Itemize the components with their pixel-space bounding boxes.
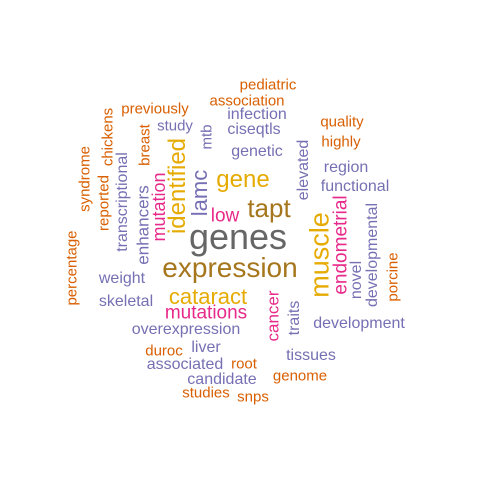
word-development: development [313,315,405,332]
word-region: region [323,159,369,176]
word-study: study [157,117,193,135]
word-infection: infection [227,106,287,123]
word-traits: traits [286,300,303,336]
word-expression: expression [162,252,298,283]
word-enhancers: enhancers [133,185,153,265]
word-ciseqtls: ciseqtls [227,121,281,138]
word-lamc: lamc [187,169,212,217]
word-pediatric: pediatric [239,76,297,94]
word-weight: weight [98,270,146,287]
word-developmental: developmental [364,202,381,308]
word-studies: studies [182,384,230,402]
word-mutations: mutations [164,302,248,324]
word-low: low [210,205,240,227]
word-genes: genes [188,216,288,257]
word-percentage: percentage [63,230,81,306]
word-highly: highly [321,133,361,151]
word-syndrome: syndrome [76,146,94,212]
word-porcine: porcine [384,252,402,302]
word-associated: associated [146,356,224,373]
word-previously: previously [121,100,189,118]
word-duroc: duroc [145,342,183,360]
word-mutation: mutation [149,172,169,242]
word-elevated: elevated [295,139,312,201]
word-muscle: muscle [304,212,335,298]
word-cataract: cataract [168,284,248,309]
word-skeletal: skeletal [98,293,154,310]
word-overexpression: overexpression [131,321,241,338]
word-gene: gene [216,166,270,193]
word-functional: functional [320,178,390,195]
word-tapt: tapt [247,193,291,223]
word-breast: breast [136,124,154,166]
word-reported: reported [95,175,113,231]
word-candidate: candidate [187,371,257,388]
word-root: root [231,355,257,373]
word-association: association [209,92,285,110]
word-chickens: chickens [99,107,117,167]
word-novel: novel [348,260,365,300]
word-tissues: tissues [286,347,336,364]
word-genome: genome [272,367,328,385]
word-mtb: mtb [198,124,216,150]
word-liver: liver [191,339,221,356]
word-transcriptional: transcriptional [114,152,131,252]
word-snps: snps [237,388,269,406]
word-genetic: genetic [231,143,283,160]
word-cancer: cancer [263,290,283,342]
word-quality: quality [320,113,364,131]
